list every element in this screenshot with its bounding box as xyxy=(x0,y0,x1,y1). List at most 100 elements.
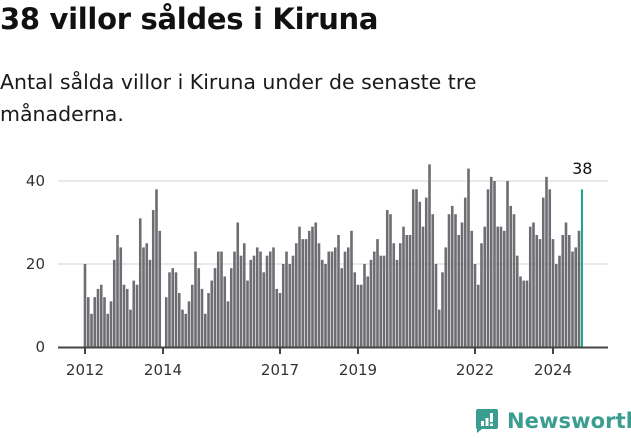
y-tick-label: 0 xyxy=(35,338,45,356)
bar xyxy=(213,268,217,347)
bar xyxy=(337,234,340,347)
bar xyxy=(499,226,503,347)
bar xyxy=(307,230,311,347)
bar xyxy=(434,264,438,347)
bar xyxy=(418,201,422,347)
bar xyxy=(561,234,565,347)
bar xyxy=(450,205,454,347)
bar xyxy=(259,251,262,347)
bar xyxy=(116,234,119,347)
bar xyxy=(392,243,396,347)
bar xyxy=(525,280,529,347)
newsworthy-logo: Newsworthy xyxy=(475,408,631,433)
bar xyxy=(242,243,246,347)
bar xyxy=(372,251,376,347)
bar xyxy=(567,234,571,347)
bar xyxy=(93,297,97,347)
bar xyxy=(285,251,288,347)
bar xyxy=(210,280,214,347)
bar xyxy=(441,272,444,347)
bar xyxy=(535,234,539,347)
bar xyxy=(350,230,353,347)
bar xyxy=(236,222,240,347)
bar xyxy=(168,272,171,347)
bar xyxy=(564,222,568,347)
bar xyxy=(268,251,272,347)
bar xyxy=(343,251,347,347)
bar xyxy=(379,255,383,347)
bar xyxy=(278,293,282,347)
bar xyxy=(226,301,230,347)
bar xyxy=(519,276,522,347)
bar xyxy=(99,284,103,347)
bar xyxy=(496,226,500,347)
bar xyxy=(558,255,561,347)
bar xyxy=(473,264,477,347)
bar xyxy=(239,255,243,347)
bar xyxy=(353,272,357,347)
bar xyxy=(346,247,350,347)
bar xyxy=(545,176,548,347)
bar xyxy=(476,284,480,347)
bar xyxy=(541,197,545,347)
bar xyxy=(125,288,129,347)
bar xyxy=(265,255,269,347)
bar xyxy=(142,247,145,347)
bar xyxy=(356,284,360,347)
y-tick-label: 40 xyxy=(26,172,45,190)
bar xyxy=(216,251,220,347)
bar xyxy=(333,247,337,347)
bars xyxy=(83,164,583,347)
newsworthy-bars-icon xyxy=(476,409,498,433)
x-tick-label: 2017 xyxy=(261,361,299,379)
bar xyxy=(304,239,308,347)
x-tick-label: 2014 xyxy=(144,361,182,379)
bar xyxy=(359,284,363,347)
bar xyxy=(483,226,487,347)
bar xyxy=(255,247,259,347)
logo-text: Newsworthy xyxy=(507,408,631,433)
bar xyxy=(203,313,207,347)
bar xyxy=(431,214,435,347)
bar xyxy=(187,301,191,347)
bar xyxy=(249,259,253,347)
chart-subtitle: Antal sålda villor i Kiruna under de sen… xyxy=(0,70,477,126)
bar xyxy=(233,251,236,347)
bar xyxy=(509,205,513,347)
bar xyxy=(447,214,451,347)
bar xyxy=(382,255,386,347)
bar xyxy=(428,164,431,347)
bar xyxy=(288,264,292,347)
bar xyxy=(577,230,581,347)
bar xyxy=(281,264,285,347)
bar xyxy=(489,176,493,347)
bar xyxy=(405,234,409,347)
x-tick-label: 2024 xyxy=(534,361,572,379)
bar xyxy=(90,313,93,347)
bar xyxy=(528,226,532,347)
bar xyxy=(138,218,142,347)
bar xyxy=(467,168,470,347)
bar xyxy=(574,247,578,347)
bar xyxy=(122,284,126,347)
bar xyxy=(135,284,139,347)
bar xyxy=(83,264,87,347)
bar xyxy=(132,280,136,347)
bar xyxy=(262,272,266,347)
bar xyxy=(330,251,334,347)
bar xyxy=(109,301,113,347)
bar xyxy=(103,297,106,347)
bar xyxy=(311,226,314,347)
bar xyxy=(340,268,344,347)
bar xyxy=(398,243,402,347)
x-tick-label: 2022 xyxy=(456,361,494,379)
bar xyxy=(470,230,474,347)
bar xyxy=(389,214,392,347)
bar xyxy=(493,181,496,347)
bar xyxy=(129,309,132,347)
highlight-bar xyxy=(580,189,583,347)
bar xyxy=(402,226,405,347)
bar xyxy=(502,230,506,347)
bar xyxy=(155,189,158,347)
bar xyxy=(294,243,298,347)
